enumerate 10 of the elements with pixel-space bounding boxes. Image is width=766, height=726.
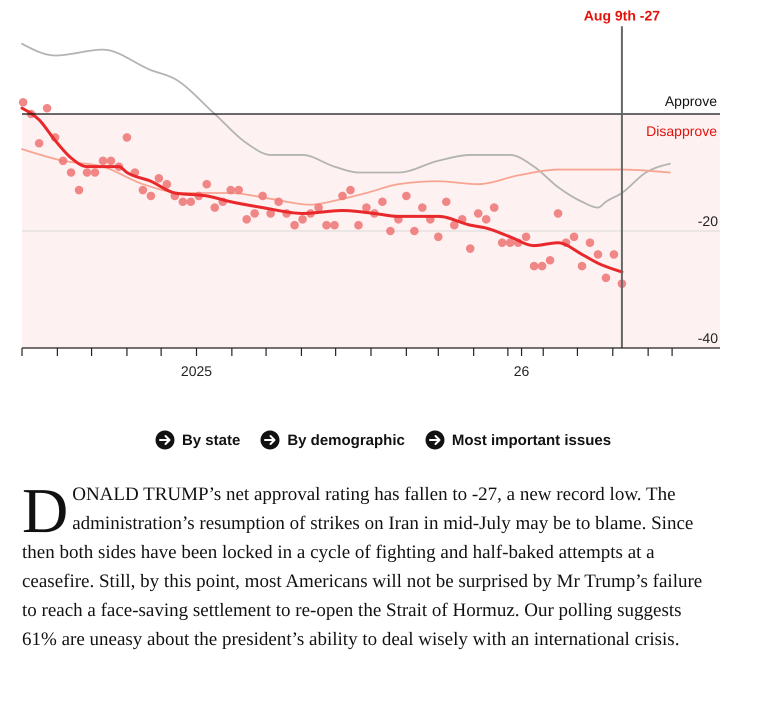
band-label: Disapprove: [646, 123, 718, 139]
ref-line-label: Aug 9th -27: [584, 7, 660, 24]
y-tick-label: -20: [698, 213, 718, 229]
x-tick-label: 2025: [180, 363, 212, 379]
y-tick-label: -40: [698, 330, 718, 346]
text: Most important issues: [452, 432, 612, 448]
text: By demographic: [287, 432, 405, 448]
x-tick-label: 26: [514, 363, 530, 379]
ref-line-label: Approve: [664, 93, 718, 109]
text: By state: [182, 432, 240, 448]
